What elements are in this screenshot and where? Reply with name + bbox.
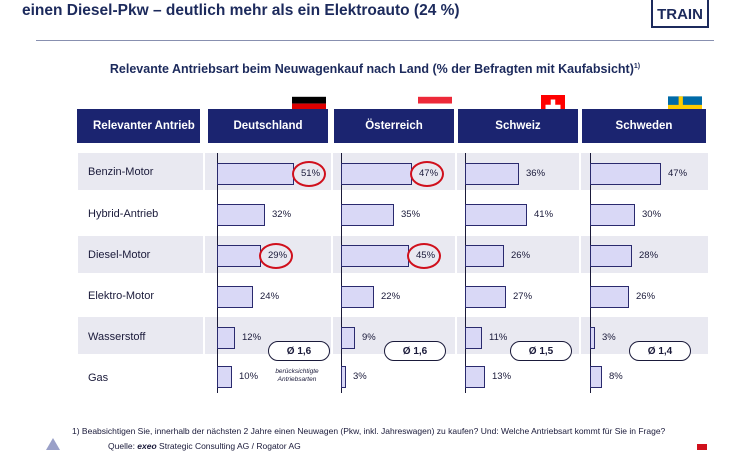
axis-line-schweden	[590, 153, 591, 393]
bar-schweden-hybrid-antrieb	[590, 204, 635, 226]
brand-logo: TRAIN	[651, 0, 709, 28]
bar--sterreich-gas	[341, 366, 346, 388]
bar--sterreich-wasserstoff	[341, 327, 355, 349]
data-label: 8%	[609, 371, 623, 382]
header-oesterreich: Österreich	[334, 109, 454, 143]
chart-title-text: Relevante Antriebsart beim Neuwagenkauf …	[109, 62, 634, 76]
column-separator	[455, 153, 457, 393]
row-label-elektro: Elektro-Motor	[88, 290, 155, 302]
data-label: 28%	[639, 250, 659, 261]
bar-deutschland-hybrid-antrieb	[217, 204, 265, 226]
header-schweiz: Schweiz	[458, 109, 578, 143]
axis-line-schweiz	[465, 153, 466, 393]
data-label: 24%	[260, 291, 280, 302]
data-label: 3%	[353, 371, 367, 382]
average-deutschland: Ø 1,6	[268, 341, 330, 361]
data-label: 32%	[272, 209, 292, 220]
bar-schweden-elektro-motor	[590, 286, 629, 308]
bar--sterreich-diesel-motor	[341, 245, 409, 267]
bar-schweden-wasserstoff	[590, 327, 595, 349]
column-separator	[579, 153, 581, 393]
footnote: 1) Beabsichtigen Sie, innerhalb der näch…	[72, 426, 666, 436]
bar--sterreich-elektro-motor	[341, 286, 374, 308]
data-label: 9%	[362, 332, 376, 343]
bar-deutschland-wasserstoff	[217, 327, 235, 349]
bar-schweden-diesel-motor	[590, 245, 632, 267]
bar-deutschland-gas	[217, 366, 232, 388]
data-label: 26%	[636, 291, 656, 302]
source-prefix: Quelle:	[108, 441, 138, 451]
chart-title: Relevante Antriebsart beim Neuwagenkauf …	[0, 62, 750, 76]
source-brand: exeo	[137, 441, 157, 451]
column-separator	[203, 153, 205, 393]
row-label-gas: Gas	[88, 372, 109, 384]
header-drive-type: Relevanter Antrieb	[77, 109, 200, 143]
data-label: 35%	[401, 209, 421, 220]
data-label: 3%	[602, 332, 616, 343]
row-label-hybrid: Hybrid-Antrieb	[88, 208, 159, 220]
header-schweden: Schweden	[582, 109, 706, 143]
bar-deutschland-diesel-motor	[217, 245, 261, 267]
data-label: 12%	[242, 332, 262, 343]
highlight-circle	[259, 243, 293, 269]
data-label: 10%	[239, 371, 259, 382]
bar-schweden-gas	[590, 366, 602, 388]
bar--sterreich-hybrid-antrieb	[341, 204, 394, 226]
highlight-circle	[407, 243, 441, 269]
data-label: 30%	[642, 209, 662, 220]
header-divider	[36, 40, 714, 41]
source-rest: Strategic Consulting AG / Rogator AG	[156, 441, 301, 451]
bar-schweiz-diesel-motor	[465, 245, 504, 267]
row-label-benzin: Benzin-Motor	[88, 166, 154, 178]
bar--sterreich-benzin-motor	[341, 163, 412, 185]
highlight-circle	[292, 161, 326, 187]
data-label: 13%	[492, 371, 512, 382]
average-note: berücksichtigte Antriebsarten	[275, 368, 319, 383]
average-schweden: Ø 1,4	[629, 341, 691, 361]
row-label-wasserstoff: Wasserstoff	[88, 331, 146, 343]
red-marker	[697, 444, 707, 450]
bar-schweiz-benzin-motor	[465, 163, 519, 185]
bar-deutschland-elektro-motor	[217, 286, 253, 308]
headline: einen Diesel-Pkw – deutlich mehr als ein…	[22, 2, 460, 19]
bar-schweiz-wasserstoff	[465, 327, 482, 349]
triangle-icon	[46, 438, 60, 450]
bar-deutschland-benzin-motor	[217, 163, 294, 185]
source-line: Quelle: exeo Strategic Consulting AG / R…	[108, 441, 301, 451]
row-label-diesel: Diesel-Motor	[88, 249, 151, 261]
data-label: 11%	[489, 332, 508, 343]
data-label: 36%	[526, 168, 546, 179]
axis-line--sterreich	[341, 153, 342, 393]
data-label: 27%	[513, 291, 533, 302]
bar-schweiz-hybrid-antrieb	[465, 204, 527, 226]
data-label: 22%	[381, 291, 401, 302]
axis-line-deutschland	[217, 153, 218, 393]
highlight-circle	[410, 161, 444, 187]
average-schweiz: Ø 1,5	[510, 341, 572, 361]
bar-schweden-benzin-motor	[590, 163, 661, 185]
header-deutschland: Deutschland	[208, 109, 328, 143]
bar-schweiz-gas	[465, 366, 485, 388]
data-label: 41%	[534, 209, 554, 220]
data-label: 26%	[511, 250, 531, 261]
chart-title-footnote-mark: 1)	[633, 62, 641, 70]
column-separator	[331, 153, 333, 393]
data-label: 47%	[668, 168, 688, 179]
average-oesterreich: Ø 1,6	[384, 341, 446, 361]
bar-schweiz-elektro-motor	[465, 286, 506, 308]
